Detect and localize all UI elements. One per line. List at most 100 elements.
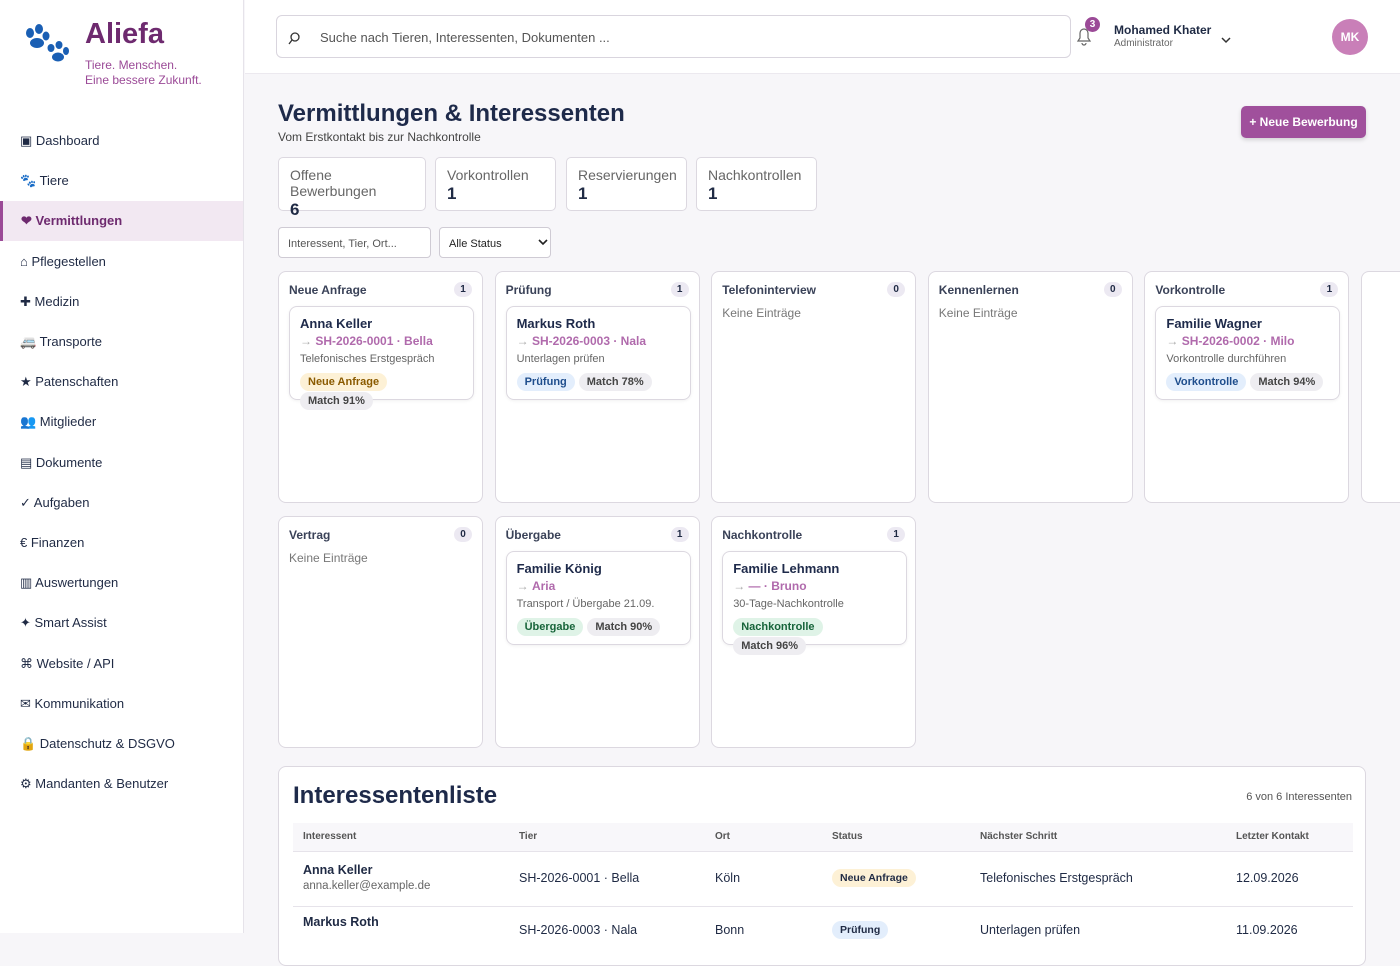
stat-card: Reservierungen 1 (566, 157, 687, 211)
chevron[interactable] (1221, 36, 1231, 44)
column-count: 1 (670, 282, 689, 297)
applicant-name: Familie Lehmann (733, 561, 840, 576)
nav-item[interactable]: 🐾 Tiere (20, 173, 69, 189)
status-tag: Nachkontrolle (733, 618, 823, 636)
card-tags: NachkontrolleMatch 96% (733, 617, 896, 655)
page: Aliefa – Vermittlungen { "brand": {"name… (0, 0, 1400, 933)
cell-place: Bonn (715, 923, 745, 937)
status-tag: Neue Anfrage (300, 373, 388, 391)
cell-place: Köln (715, 871, 741, 885)
cell-last: 11.09.2026 (1236, 923, 1298, 937)
stat-card: Nachkontrollen 1 (696, 157, 817, 211)
applicant-name: Markus Roth (303, 915, 379, 929)
user-name[interactable]: Mohamed Khater (1114, 23, 1212, 37)
nav-item[interactable]: € Finanzen (20, 535, 85, 550)
column-header: Ort (715, 831, 730, 842)
applicant-name: Markus Roth (516, 316, 596, 331)
stat-value: 1 (578, 184, 588, 203)
tagline: Eine bessere Zukunft. (85, 73, 202, 87)
cell-animal: SH-2026-0001 · Bella (519, 871, 640, 885)
row-divider (293, 906, 1353, 907)
select-arrow (538, 239, 548, 246)
column-header: Interessent (303, 831, 357, 842)
column-count: 0 (454, 527, 472, 542)
column: Vertrag 0 Keine Einträge (278, 516, 483, 748)
status-tag: Übergabe (516, 618, 584, 636)
nav-item[interactable]: 🔒 Datenschutz & DSGVO (20, 736, 175, 751)
application-card[interactable]: Familie Lehmann — · Bruno 30-Tage-Nachkont… (722, 551, 908, 655)
status-select[interactable]: Alle Status (439, 227, 551, 258)
nav-item[interactable]: ▤ Dokumente (20, 454, 103, 470)
top-bar: Suche nach Tieren, Interessenten, Dokume… (245, 0, 1400, 74)
nav-item[interactable]: ⚙ Mandanten & Benutzer (20, 776, 169, 792)
column-header: Status (832, 831, 863, 842)
cell-last: 12.09.2026 (1236, 871, 1299, 885)
filter-input[interactable]: Interessent, Tier, Ort... (278, 227, 431, 258)
stat-value: 6 (290, 200, 300, 219)
column: Übergabe 1 Familie König Aria Transport / Üb… (494, 516, 700, 748)
column: Kennenlernen 0 Keine Einträge (927, 271, 1133, 503)
column-title: Telefoninterview (722, 283, 816, 297)
column: Prüfung 1 Markus Roth SH-2026-0003 · Nala Un… (494, 271, 700, 503)
application-card[interactable]: Familie König Aria Transport / Übergabe 21… (505, 551, 691, 645)
nav-item[interactable]: ▣ Dashboard (20, 133, 100, 148)
column: Vorkontrolle 1 Familie Wagner SH-2026-0002 … (1144, 271, 1350, 503)
stat-label: Offene Bewerbungen (290, 167, 377, 199)
status-tag: Prüfung (516, 373, 575, 391)
match-tag: Match 78% (578, 373, 652, 391)
column-title: Nachkontrolle (722, 528, 803, 542)
applicant-email: anna.keller@example.de (303, 880, 431, 892)
page-subtitle: Vom Erstkontakt bis zur Nachkontrolle (278, 130, 481, 144)
status-tag: Vorkontrolle (1166, 373, 1247, 391)
notification-badge: 3 (1085, 17, 1100, 32)
new-application-button[interactable]: + Neue Bewerbung (1241, 106, 1366, 138)
animal-ref: SH-2026-0001 · Bella (300, 334, 463, 348)
match-tag: Match 91% (300, 392, 373, 410)
nav-item[interactable]: ⌂ Pflegestellen (20, 253, 106, 269)
nav-item[interactable]: ✚ Medizin (20, 293, 80, 309)
nav-item[interactable]: 👥 Mitglieder (20, 414, 97, 430)
column-header: Tier (519, 831, 538, 842)
user-role: Administrator (1114, 38, 1173, 49)
applicant-name: Familie König (516, 561, 602, 576)
cell-next: Telefonisches Erstgespräch (980, 871, 1133, 885)
match-tag: Match 94% (1250, 373, 1324, 391)
applicant-name: Anna Keller (300, 316, 373, 331)
nav-item[interactable]: ❤ Vermittlungen (0, 201, 243, 242)
nav-item[interactable]: ✦ Smart Assist (20, 615, 107, 631)
application-card[interactable]: Anna Keller SH-2026-0001 · Bella Telefonis… (289, 306, 474, 410)
animal-ref: — · Bruno (733, 579, 896, 593)
match-tag: Match 96% (733, 637, 807, 655)
nav-item[interactable]: ✓ Aufgaben (20, 494, 90, 510)
animal-ref: Aria (517, 579, 680, 593)
application-card[interactable]: Familie Wagner SH-2026-0002 · Milo Vorkont… (1155, 306, 1341, 400)
card-note: Unterlagen prüfen (516, 353, 605, 365)
match-tag: Match 90% (587, 618, 661, 636)
nav-item[interactable]: ▥ Auswertungen (20, 575, 119, 591)
applicant-name: Familie Wagner (1166, 316, 1262, 331)
column-count: 1 (454, 282, 472, 297)
empty-text: Keine Einträge (722, 306, 801, 320)
animal-ref: SH-2026-0002 · Milo (1166, 334, 1329, 348)
table-title: Interessentenliste (293, 782, 498, 809)
status-tag: Neue Anfrage (832, 869, 916, 887)
nav-item[interactable]: 🚐 Transporte (20, 334, 102, 349)
column: Telefoninterview 0 Keine Einträge (711, 271, 917, 503)
column-count: 1 (887, 527, 906, 542)
search-input[interactable]: Suche nach Tieren, Interessenten, Dokume… (276, 15, 1071, 58)
tagline: Tiere. Menschen. (85, 58, 178, 72)
column-count: 0 (887, 282, 906, 297)
avatar[interactable]: MK (1332, 19, 1368, 55)
nav-item[interactable]: ★ Patenschaften (20, 374, 119, 390)
stat-label: Reservierungen (578, 167, 677, 183)
nav-item[interactable]: ✉ Kommunikation (20, 695, 125, 711)
application-card[interactable]: Markus Roth SH-2026-0003 · Nala Unterlagen… (505, 306, 691, 400)
nav-item[interactable]: ⌘ Website / API (20, 655, 115, 671)
animal-ref: SH-2026-0003 · Nala (517, 334, 680, 348)
stat-card: Offene Bewerbungen 6 (278, 157, 426, 219)
column: Neue Anfrage 1 Anna Keller SH-2026-0001 · B… (278, 271, 483, 503)
column-count: 1 (670, 527, 689, 542)
status-tag: Prüfung (832, 921, 889, 939)
table-card: Interessentenliste 6 von 6 Interessenten… (278, 766, 1366, 966)
column-title: Neue Anfrage (289, 283, 367, 297)
